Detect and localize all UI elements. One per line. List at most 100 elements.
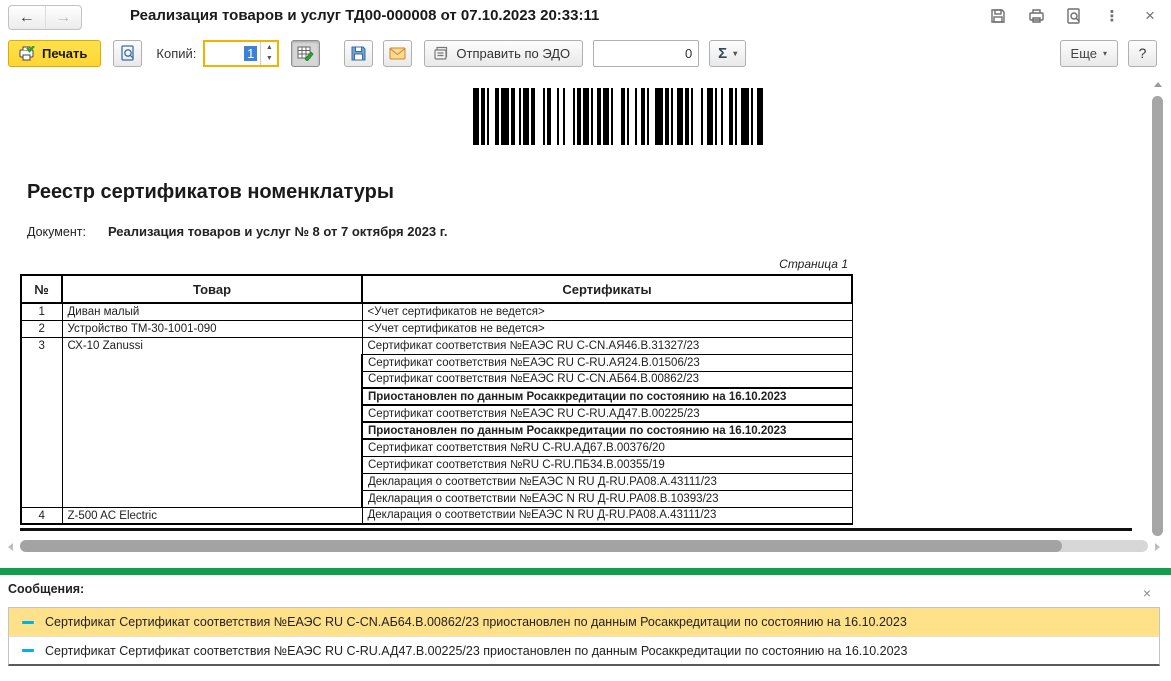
document-label: Документ: [27, 225, 86, 239]
more-icon[interactable]: ⋮ [1104, 8, 1120, 25]
table-row: Сертификат соответствия №RU C-RU.АД67.В.… [21, 438, 853, 457]
forward-button[interactable]: → [44, 6, 82, 29]
certificate-cell[interactable]: Декларация о соответствии №ЕАЭС N RU Д-R… [361, 472, 853, 491]
envelope-icon [389, 47, 406, 60]
horizontal-scroll-thumb[interactable] [20, 540, 1062, 552]
certificate-cell[interactable]: Сертификат соответствия №ЕАЭС RU C-RU.АД… [361, 404, 853, 423]
table-row: 4 Z-500 AC Electric Декларация о соответст… [20, 506, 853, 525]
spin-down-button[interactable]: ▼ [265, 55, 273, 63]
preview-icon[interactable] [1065, 7, 1083, 25]
table-row: Декларация о соответствии №ЕАЭС N RU Д-R… [21, 489, 853, 508]
vertical-scrollbar [1151, 82, 1165, 540]
print-button[interactable]: Печать [8, 39, 102, 67]
more-button[interactable]: Еще ▾ [1059, 39, 1118, 67]
copies-spinner: ▲ ▼ [260, 41, 277, 65]
row-number-cell[interactable]: 1 [20, 302, 63, 321]
certificate-cell[interactable]: Приостановлен по данным Росаккредитации … [361, 387, 853, 406]
back-arrow-icon: ← [18, 8, 35, 26]
message-item[interactable]: Сертификат Сертификат соответствия №ЕАЭС… [9, 608, 1159, 636]
horizontal-scrollbar [8, 539, 1160, 553]
magnifier-page-icon [120, 45, 136, 61]
product-cell[interactable]: Диван малый [61, 302, 363, 321]
vertical-scroll-thumb[interactable] [1152, 96, 1163, 536]
spreadsheet-document: Реестр сертификатов номенклатуры Докумен… [0, 78, 1171, 558]
sigma-button[interactable]: Σ ▾ [709, 39, 747, 67]
toolbar: Печать Копий: 1 ▲ ▼ Отправить по [0, 35, 1171, 71]
messages-splitter[interactable] [0, 568, 1171, 575]
copies-input[interactable]: 1 ▲ ▼ [203, 39, 280, 67]
floppy-icon [351, 46, 366, 61]
column-header: № [20, 274, 63, 304]
forward-arrow-icon: → [55, 8, 72, 26]
certificate-cell[interactable]: Сертификат соответствия №ЕАЭС RU C-RU.АЯ… [361, 353, 853, 372]
row-number-cell[interactable]: 3 [20, 336, 63, 508]
edit-table-button[interactable] [291, 39, 321, 67]
column-header: Сертификаты [361, 274, 853, 304]
document-value: Реализация товаров и услуг № 8 от 7 октя… [107, 224, 448, 239]
sigma-icon: Σ [718, 44, 728, 62]
certificate-cell[interactable]: <Учет сертификатов не ведется> [361, 302, 853, 321]
column-header: Товар [61, 274, 363, 304]
copies-value: 1 [244, 45, 258, 61]
send-edo-label: Отправить по ЭДО [456, 45, 571, 61]
message-text: Сертификат Сертификат соответствия №ЕАЭС… [45, 615, 907, 629]
caret-down-icon: ▾ [1102, 48, 1107, 58]
row-number-cell[interactable]: 4 [20, 506, 63, 525]
certificate-cell[interactable]: Сертификат соответствия №ЕАЭС RU C-CN.АБ… [361, 370, 853, 389]
certificate-cell[interactable]: Сертификат соответствия №RU C-RU.ПБ34.В.… [361, 455, 853, 474]
table-pencil-icon [297, 46, 314, 61]
window-actions: ⋮ × [989, 6, 1159, 25]
certificate-cell[interactable]: <Учет сертификатов не ведется> [361, 319, 853, 338]
message-item[interactable]: Сертификат Сертификат соответствия №ЕАЭС… [9, 636, 1159, 664]
navigation-buttons: ← → [8, 5, 82, 30]
certificate-cell[interactable]: Декларация о соответствии №ЕАЭС N RU Д-R… [361, 489, 853, 508]
table-row: Сертификат соответствия №ЕАЭС RU C-RU.АД… [21, 404, 853, 423]
report-title: Реестр сертификатов номенклатуры [27, 181, 394, 203]
messages-label: Сообщения: [8, 582, 85, 596]
save-icon[interactable] [989, 7, 1007, 25]
send-edo-button[interactable]: Отправить по ЭДО [424, 39, 584, 67]
message-dash-icon [22, 620, 34, 624]
page-bottom-line [20, 528, 1132, 531]
table-row: 3 СХ-10 Zanussi Сертификат соответствия №Е… [20, 336, 853, 508]
printer-check-icon [18, 45, 35, 61]
message-dash-icon [22, 649, 34, 652]
print-button-label: Печать [42, 45, 88, 61]
scroll-left-arrow[interactable] [8, 543, 13, 551]
table-row: Приостановлен по данным Росаккредитации … [21, 421, 853, 440]
certificate-cell[interactable]: Приостановлен по данным Росаккредитации … [361, 421, 853, 440]
window-title: Реализация товаров и услуг ТД00-000008 о… [130, 7, 600, 24]
barcode [473, 88, 765, 145]
table-row: Сертификат соответствия №ЕАЭС RU C-RU.АЯ… [21, 353, 853, 372]
back-button[interactable]: ← [9, 6, 45, 29]
sum-field[interactable] [593, 39, 700, 67]
certificates-table: № Товар Сертификаты 1 Диван малый <Учет серт… [20, 274, 853, 525]
product-cell[interactable]: Устройство ТМ-30-1001-090 [61, 319, 363, 338]
table-row: 2 Устройство ТМ-30-1001-090 <Учет сертифик… [20, 319, 853, 338]
message-text: Сертификат Сертификат соответствия №ЕАЭС… [45, 643, 908, 658]
spin-up-button[interactable]: ▲ [265, 43, 273, 51]
certificate-cell[interactable]: Декларация о соответствии №ЕАЭС N RU Д-R… [361, 506, 853, 525]
scroll-up-arrow[interactable] [1154, 82, 1162, 87]
document-reference: Документ: Реализация товаров и услуг № 8 … [27, 224, 448, 239]
certificate-cell[interactable]: Сертификат соответствия №RU C-RU.АД67.В.… [361, 438, 853, 457]
product-cell[interactable]: Z-500 AC Electric [61, 506, 363, 525]
copies-label: Копий: [156, 45, 197, 61]
row-number-cell[interactable]: 2 [20, 319, 63, 338]
table-header-row: № Товар Сертификаты [20, 274, 853, 304]
close-icon[interactable]: × [1145, 6, 1155, 25]
edo-doc-icon [433, 46, 449, 61]
product-cell[interactable]: СХ-10 Zanussi [61, 336, 363, 508]
messages-close-icon[interactable]: × [1142, 585, 1151, 601]
page-number: Страница 1 [779, 257, 848, 271]
save-file-button[interactable] [344, 39, 374, 67]
email-button[interactable] [383, 39, 413, 67]
more-button-label: Еще [1070, 45, 1097, 61]
scroll-right-arrow[interactable] [1155, 543, 1160, 551]
table-row: Приостановлен по данным Росаккредитации … [21, 387, 853, 406]
print-icon[interactable] [1027, 7, 1045, 25]
preview-button[interactable] [113, 39, 143, 67]
table-row: 1 Диван малый <Учет сертификатов не ведетс… [20, 302, 853, 321]
help-button[interactable]: ? [1128, 39, 1157, 67]
certificate-cell[interactable]: Сертификат соответствия №ЕАЭС RU C-CN.АЯ… [361, 336, 853, 355]
